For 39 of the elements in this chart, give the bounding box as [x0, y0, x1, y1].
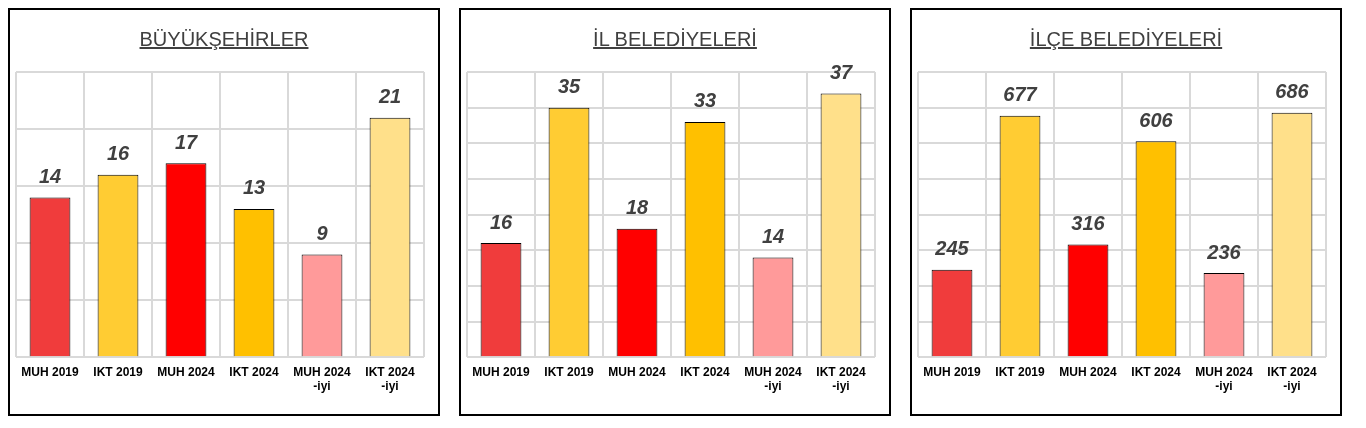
data-label: 606 — [1139, 108, 1174, 131]
x-tick-label: IKT 2024 — [680, 364, 731, 379]
chart-title: İL BELEDİYELERİ — [592, 28, 758, 52]
data-label: 21 — [377, 85, 402, 108]
chart-title: İLÇE BELEDİYELERİ — [1028, 28, 1224, 52]
x-tick-label: MUH 2024 — [608, 364, 666, 379]
data-label: 35 — [557, 75, 581, 98]
data-label: 17 — [174, 130, 198, 153]
data-label: 13 — [242, 176, 266, 199]
data-label: 16 — [106, 142, 130, 165]
data-label: 316 — [1071, 212, 1106, 235]
x-tick-label: MUH 2024 -iyi — [293, 364, 351, 394]
x-tick-label: MUH 2024 — [1059, 364, 1117, 379]
x-tick-label: IKT 2024 — [1131, 364, 1182, 379]
x-tick-label: IKT 2019 — [544, 364, 595, 379]
data-label: 14 — [761, 224, 785, 247]
data-label: 677 — [1003, 83, 1038, 106]
data-label: 37 — [829, 60, 853, 83]
data-label: 16 — [489, 210, 513, 233]
chart-title: BÜYÜKŞEHİRLER — [138, 28, 310, 52]
data-label: 14 — [38, 165, 62, 187]
data-label: 245 — [934, 237, 970, 260]
x-tick-label: IKT 2019 — [995, 364, 1046, 379]
data-label: 33 — [693, 89, 717, 112]
x-tick-label: MUH 2019 — [472, 364, 530, 379]
x-tick-label: IKT 2024 -iyi — [365, 364, 416, 394]
data-label: 18 — [625, 196, 649, 219]
x-tick-label: IKT 2024 -iyi — [816, 364, 867, 394]
x-tick-label: MUH 2024 -iyi — [1195, 364, 1253, 394]
x-tick-label: IKT 2024 — [229, 364, 280, 379]
x-tick-label: MUH 2019 — [923, 364, 981, 379]
x-tick-label: MUH 2024 — [157, 364, 215, 379]
x-tick-label: MUH 2019 — [21, 364, 79, 379]
data-label: 686 — [1275, 80, 1310, 103]
data-label: 9 — [316, 222, 329, 245]
data-label: 236 — [1206, 240, 1242, 263]
x-tick-label: MUH 2024 -iyi — [744, 364, 802, 394]
x-tick-label: IKT 2019 — [93, 364, 144, 379]
x-tick-label: IKT 2024 -iyi — [1267, 364, 1318, 394]
